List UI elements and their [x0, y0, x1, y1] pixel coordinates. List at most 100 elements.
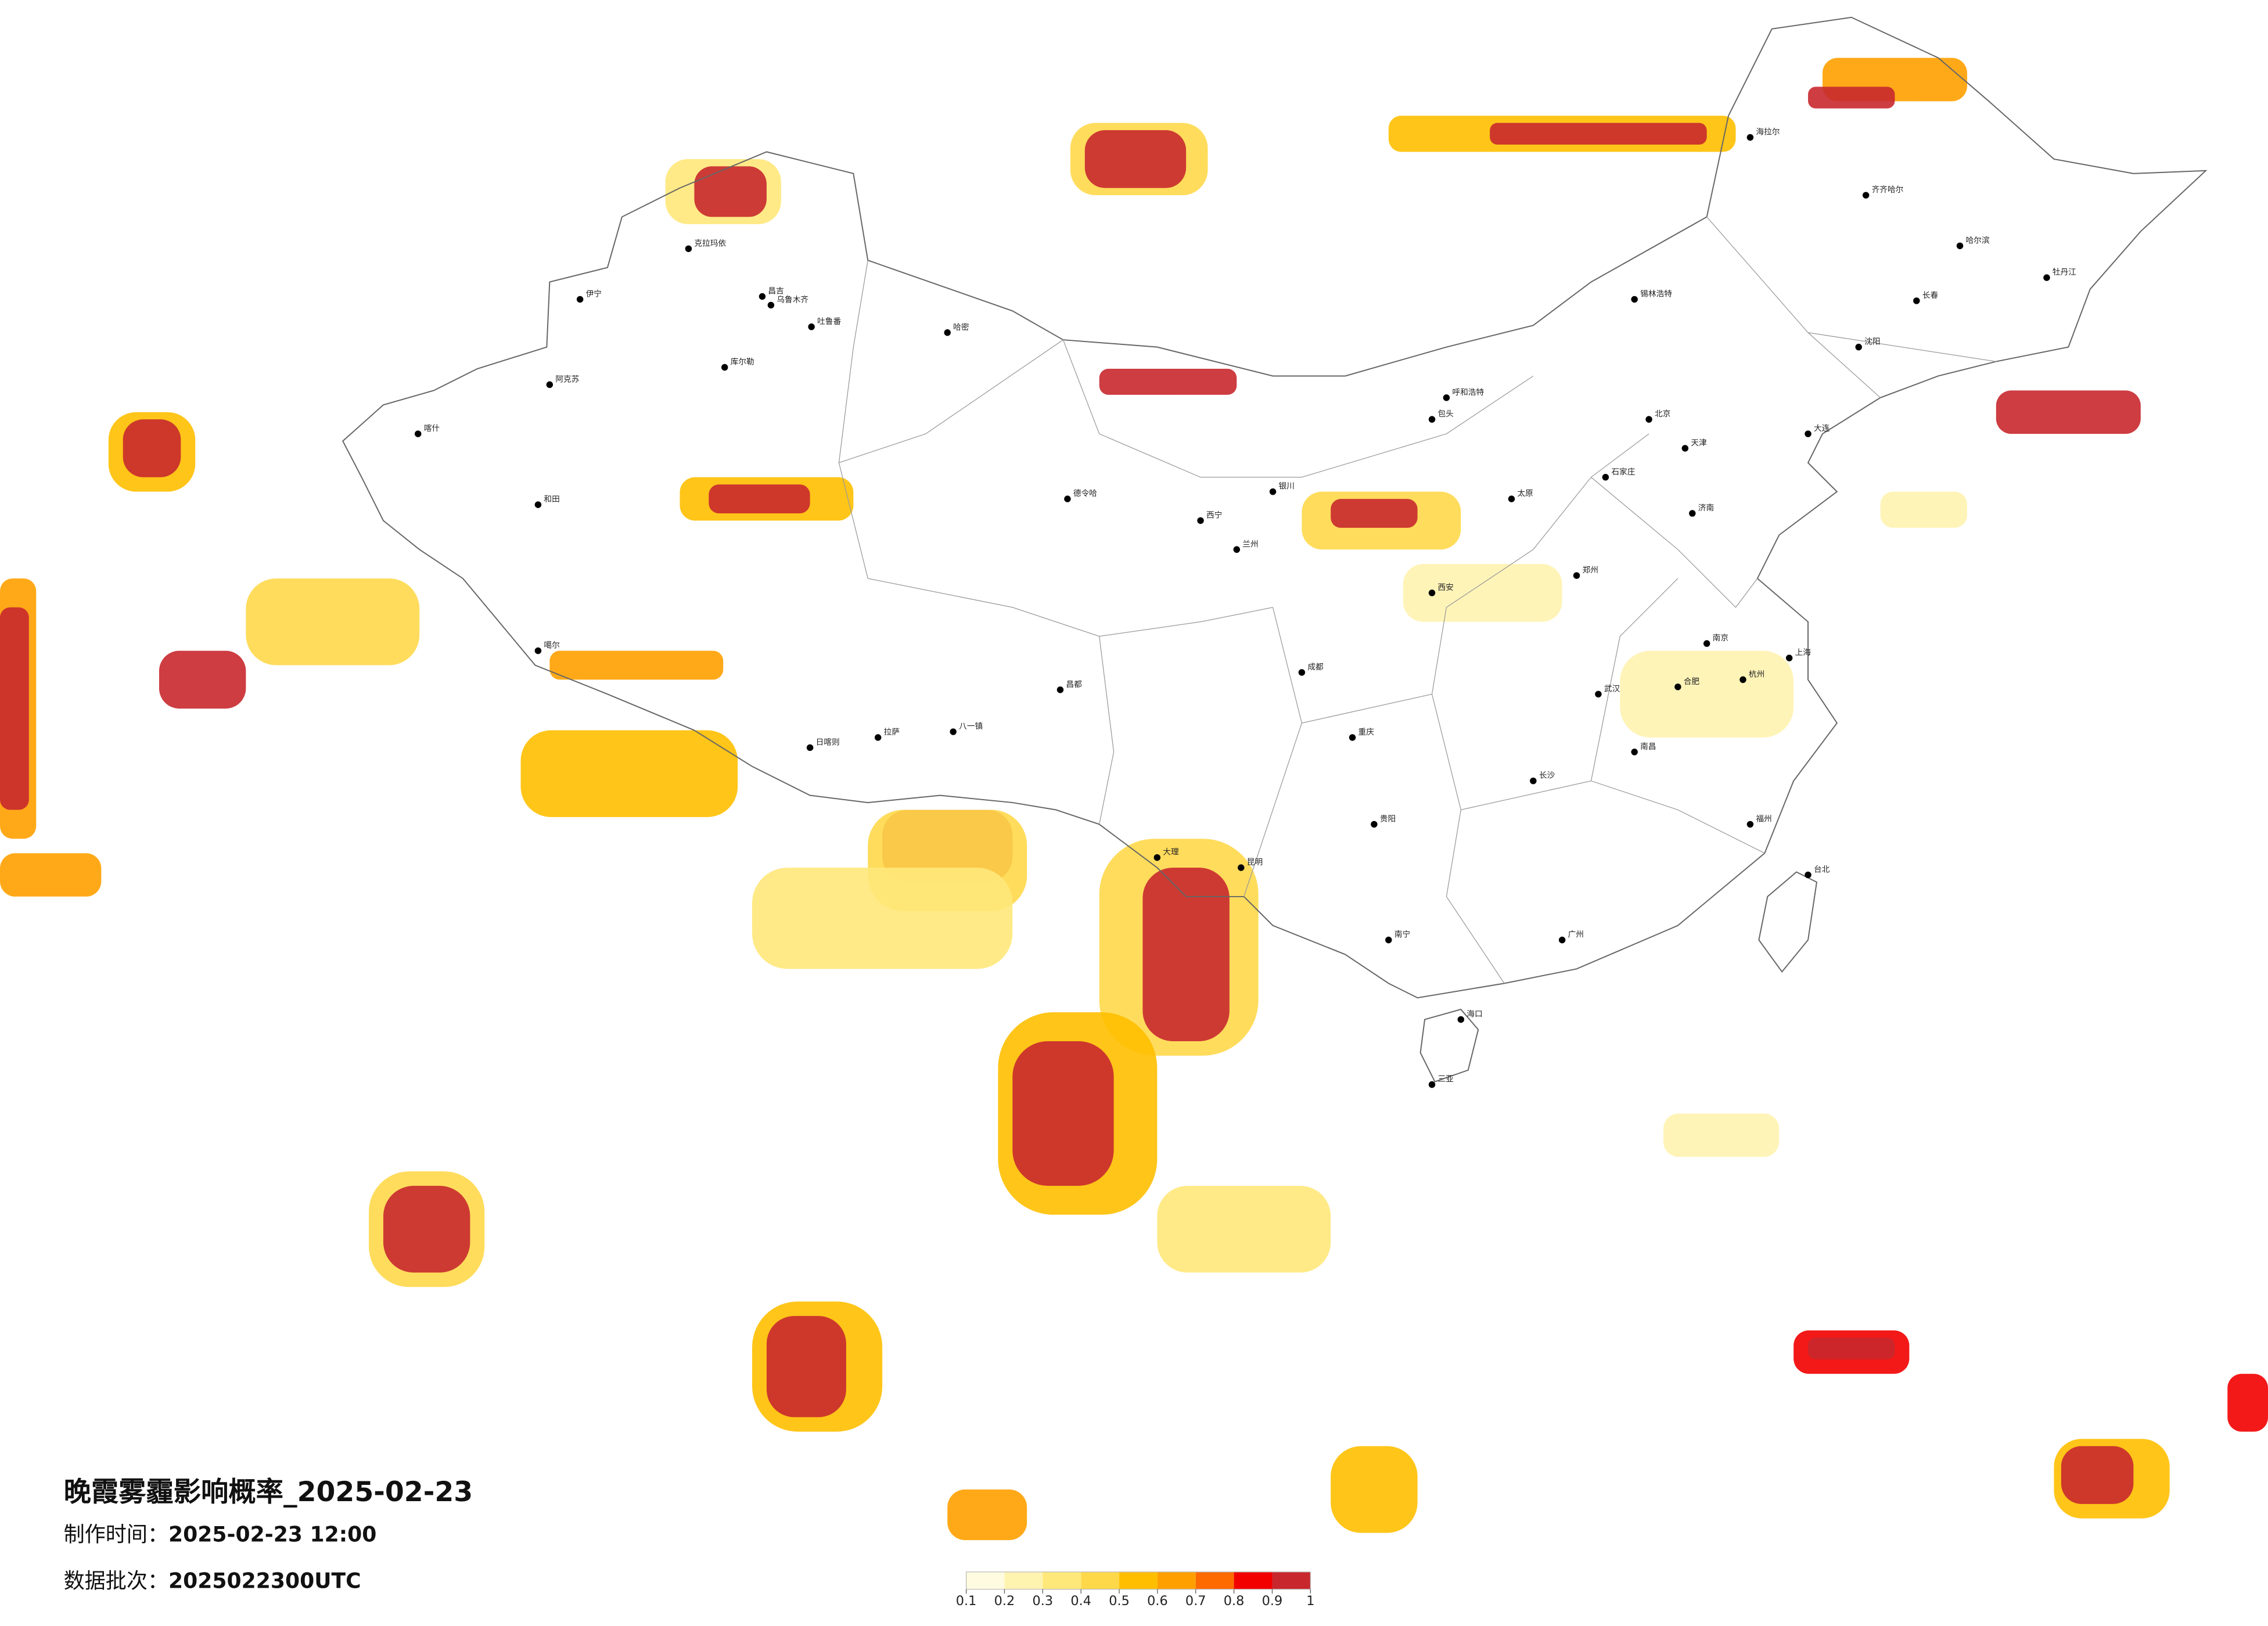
probability-patch: [1331, 1446, 1418, 1533]
city-label: 拉萨: [884, 728, 900, 737]
city-label: 和田: [544, 495, 559, 504]
city-label: 昌吉: [768, 287, 783, 296]
probability-patch: [766, 1316, 846, 1418]
probability-patch: [123, 419, 181, 477]
city-label: 广州: [1568, 930, 1584, 940]
probability-patch: [0, 607, 29, 810]
city-dot: [1631, 749, 1638, 756]
city-label: 牡丹江: [2053, 268, 2076, 277]
city-dot: [1785, 654, 1793, 661]
hainan-border: [1419, 1009, 1479, 1082]
probability-patch: [1808, 1337, 1895, 1359]
city-dot: [415, 430, 422, 437]
city-dot: [1645, 416, 1652, 423]
probability-patch: [947, 1489, 1027, 1541]
colorbar-segment: [1081, 1571, 1120, 1589]
probability-patch: [1808, 87, 1895, 109]
city-label: 大连: [1814, 424, 1830, 433]
probability-patch: [1331, 499, 1418, 528]
probability-patch: [1620, 650, 1794, 738]
production-time: 制作时间：2025-02-23 12:00: [64, 1522, 377, 1547]
city-label: 包头: [1437, 409, 1453, 419]
city-label: 锡林浩特: [1640, 289, 1672, 298]
city-dot: [1508, 495, 1515, 502]
city-label: 吐鲁番: [817, 317, 841, 326]
city-label: 武汉: [1604, 684, 1620, 693]
colorbar-tick-label: 0.6: [1147, 1593, 1168, 1609]
city-label: 太原: [1517, 489, 1533, 498]
city-dot: [950, 728, 957, 735]
city-dot: [1428, 1081, 1436, 1088]
colorbar-segment: [966, 1571, 1005, 1589]
probability-patch: [1996, 390, 2141, 434]
city-label: 南京: [1713, 634, 1728, 643]
city-dot: [1238, 864, 1245, 871]
city-dot: [1443, 394, 1450, 401]
city-dot: [546, 381, 553, 388]
city-label: 库尔勒: [731, 358, 754, 367]
province-borders: [838, 217, 1996, 984]
city-label: 齐齐哈尔: [1872, 185, 1904, 195]
city-label: 日喀则: [816, 738, 840, 747]
city-label: 郑州: [1583, 566, 1598, 575]
city-dot: [1153, 854, 1161, 861]
colorbar-segment: [1234, 1571, 1273, 1589]
city-dot: [534, 501, 542, 508]
map-title: 晚霞雾霾影响概率_2025-02-23: [64, 1476, 473, 1508]
probability-patch: [694, 166, 767, 217]
city-label: 合肥: [1684, 677, 1700, 686]
probability-patch: [1142, 868, 1230, 1041]
probability-patch: [383, 1185, 470, 1273]
probability-patch: [1880, 491, 1967, 528]
colorbar-segment: [1272, 1571, 1311, 1589]
city-dot: [1349, 734, 1356, 741]
city-dot: [944, 329, 951, 336]
probability-patch: [1084, 130, 1187, 188]
probability-patch: [2061, 1446, 2134, 1504]
city-dot: [721, 364, 728, 371]
city-label: 昆明: [1247, 858, 1263, 867]
city-label: 成都: [1307, 663, 1324, 672]
city-dot: [1558, 936, 1566, 944]
city-dot: [1805, 430, 1811, 437]
city-dot: [1602, 474, 1609, 481]
city-dot: [1674, 684, 1681, 690]
colorbar-segment: [1004, 1571, 1043, 1589]
city-dot: [1269, 488, 1277, 495]
city-dot: [576, 296, 584, 303]
city-dot: [1689, 510, 1696, 517]
city-dot: [1457, 1016, 1465, 1023]
probability-patch: [1099, 369, 1237, 395]
city-label: 南宁: [1394, 930, 1410, 940]
probability-patch: [520, 730, 738, 817]
city-dot: [1385, 936, 1392, 944]
city-label: 贵阳: [1380, 814, 1396, 823]
city-dot: [1746, 821, 1754, 828]
colorbar-tick-label: 1: [1306, 1593, 1314, 1609]
data-batch-label: 数据批次：: [64, 1568, 168, 1593]
city-dot: [534, 647, 542, 654]
city-label: 上海: [1795, 648, 1811, 657]
probability-patch: [752, 868, 1013, 969]
city-dot: [1703, 640, 1710, 647]
city-label: 天津: [1691, 438, 1707, 448]
data-batch-value: 2025022300UTC: [168, 1568, 361, 1593]
colorbar-tick-label: 0.2: [994, 1593, 1015, 1609]
colorbar-tick-label: 0.3: [1033, 1593, 1054, 1609]
probability-patch: [1157, 1185, 1331, 1273]
city-label: 三亚: [1437, 1075, 1454, 1084]
city-label: 沈阳: [1864, 337, 1880, 347]
city-dot: [1862, 192, 1870, 199]
probability-patch: [159, 650, 246, 709]
city-dot: [1681, 445, 1689, 452]
probability-patch: [2227, 1373, 2268, 1432]
city-label: 喀什: [424, 424, 440, 433]
colorbar-segment: [1119, 1571, 1158, 1589]
city-dot: [1428, 589, 1436, 596]
colorbar-tick-label: 0.8: [1224, 1593, 1245, 1609]
probability-patch: [709, 484, 810, 514]
production-time-value: 2025-02-23 12:00: [168, 1522, 376, 1547]
